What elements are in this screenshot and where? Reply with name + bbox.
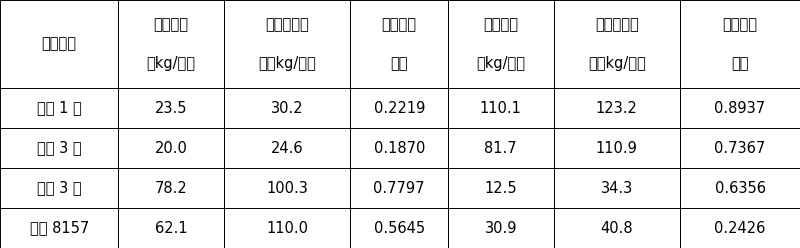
Bar bbox=[554, 168, 680, 208]
Text: 黔豆 3 号: 黔豆 3 号 bbox=[37, 181, 82, 195]
Bar bbox=[448, 168, 554, 208]
Bar bbox=[224, 128, 350, 168]
Text: （kg/亩）: （kg/亩） bbox=[476, 56, 526, 71]
Text: 78.2: 78.2 bbox=[155, 181, 187, 195]
Bar bbox=[0, 208, 118, 248]
Text: 照（kg/亩）: 照（kg/亩） bbox=[258, 56, 316, 71]
Text: 110.0: 110.0 bbox=[266, 220, 308, 236]
Text: 0.7797: 0.7797 bbox=[374, 181, 425, 195]
Text: 春播间作: 春播间作 bbox=[154, 17, 189, 32]
Bar bbox=[224, 208, 350, 248]
Text: 夏播套种: 夏播套种 bbox=[483, 17, 518, 32]
Text: 20.0: 20.0 bbox=[154, 141, 188, 155]
Text: 100.3: 100.3 bbox=[266, 181, 308, 195]
Text: 0.2219: 0.2219 bbox=[374, 100, 425, 116]
Bar bbox=[554, 208, 680, 248]
Text: 大豆品种: 大豆品种 bbox=[42, 36, 77, 52]
Text: 0.1870: 0.1870 bbox=[374, 141, 425, 155]
Text: 春播净作对: 春播净作对 bbox=[266, 17, 309, 32]
Text: 第二耐荫: 第二耐荫 bbox=[722, 17, 758, 32]
Text: 123.2: 123.2 bbox=[596, 100, 638, 116]
Bar bbox=[118, 128, 224, 168]
Text: 贡选 1 号: 贡选 1 号 bbox=[37, 100, 82, 116]
Bar bbox=[118, 88, 224, 128]
Bar bbox=[448, 128, 554, 168]
Bar bbox=[680, 88, 800, 128]
Text: 24.6: 24.6 bbox=[271, 141, 303, 155]
Text: 23.5: 23.5 bbox=[155, 100, 187, 116]
Text: 桂夏 3 号: 桂夏 3 号 bbox=[37, 141, 82, 155]
Bar bbox=[224, 0, 350, 88]
Bar bbox=[350, 208, 448, 248]
Bar bbox=[554, 128, 680, 168]
Bar bbox=[224, 88, 350, 128]
Text: 照（kg/亩）: 照（kg/亩） bbox=[588, 56, 646, 71]
Text: 81.7: 81.7 bbox=[485, 141, 517, 155]
Text: 第一耐荫: 第一耐荫 bbox=[382, 17, 417, 32]
Text: 0.6356: 0.6356 bbox=[714, 181, 766, 195]
Bar bbox=[118, 208, 224, 248]
Bar bbox=[118, 168, 224, 208]
Text: 系数: 系数 bbox=[731, 56, 749, 71]
Text: 30.9: 30.9 bbox=[485, 220, 517, 236]
Bar bbox=[448, 208, 554, 248]
Bar bbox=[680, 128, 800, 168]
Text: 0.2426: 0.2426 bbox=[714, 220, 766, 236]
Text: 0.8937: 0.8937 bbox=[714, 100, 766, 116]
Text: 12.5: 12.5 bbox=[485, 181, 517, 195]
Bar bbox=[680, 208, 800, 248]
Bar bbox=[350, 88, 448, 128]
Text: 62.1: 62.1 bbox=[155, 220, 187, 236]
Bar bbox=[118, 0, 224, 88]
Bar bbox=[350, 168, 448, 208]
Text: 34.3: 34.3 bbox=[601, 181, 633, 195]
Text: 110.9: 110.9 bbox=[596, 141, 638, 155]
Bar bbox=[0, 88, 118, 128]
Text: （kg/亩）: （kg/亩） bbox=[146, 56, 196, 71]
Bar bbox=[224, 168, 350, 208]
Bar bbox=[680, 168, 800, 208]
Text: 0.5645: 0.5645 bbox=[374, 220, 425, 236]
Text: 0.7367: 0.7367 bbox=[714, 141, 766, 155]
Bar bbox=[448, 0, 554, 88]
Text: 系数: 系数 bbox=[390, 56, 408, 71]
Bar bbox=[0, 0, 118, 88]
Bar bbox=[680, 0, 800, 88]
Bar bbox=[554, 0, 680, 88]
Text: 改良 8157: 改良 8157 bbox=[30, 220, 89, 236]
Bar bbox=[448, 88, 554, 128]
Text: 30.2: 30.2 bbox=[271, 100, 303, 116]
Bar bbox=[0, 128, 118, 168]
Bar bbox=[350, 128, 448, 168]
Text: 40.8: 40.8 bbox=[601, 220, 633, 236]
Bar bbox=[554, 88, 680, 128]
Bar bbox=[0, 168, 118, 208]
Text: 110.1: 110.1 bbox=[480, 100, 522, 116]
Bar bbox=[350, 0, 448, 88]
Text: 夏播净作对: 夏播净作对 bbox=[595, 17, 638, 32]
